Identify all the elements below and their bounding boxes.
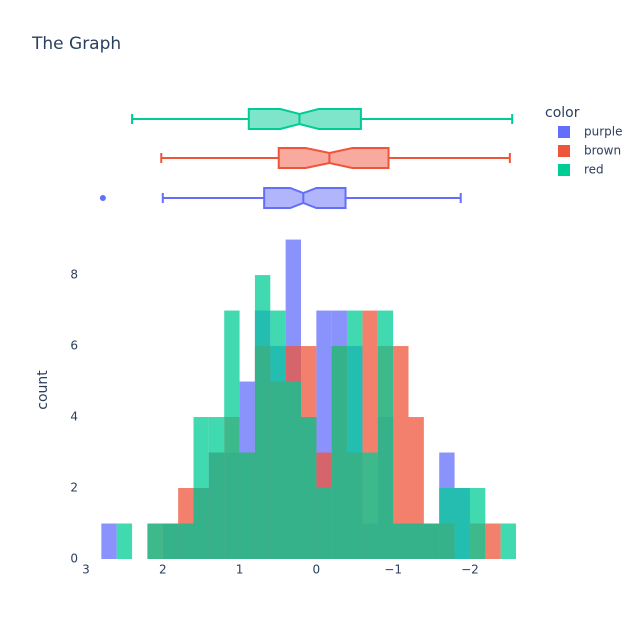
histogram-bar	[285, 381, 301, 559]
histogram-bar	[316, 488, 332, 559]
box	[277, 147, 390, 169]
y-tick-label: 6	[70, 339, 78, 353]
legend-label: red	[584, 163, 604, 177]
histogram-bar	[254, 275, 271, 559]
legend-label: brown	[584, 144, 621, 158]
histogram-bar	[362, 452, 378, 559]
histogram-bar	[193, 417, 209, 559]
histogram-bar	[301, 417, 317, 559]
histogram-bar	[331, 346, 348, 559]
y-tick-label: 0	[70, 552, 78, 566]
x-tick-label: 3	[82, 563, 90, 577]
y-axis-label: count	[35, 370, 51, 410]
x-tick-label: −2	[461, 563, 479, 577]
box-outlier	[99, 195, 106, 201]
histogram-bar	[270, 310, 286, 559]
histogram-bar	[439, 488, 455, 559]
histogram-bar	[393, 346, 409, 559]
legend-label: purple	[584, 125, 623, 139]
histogram-bar	[239, 452, 255, 559]
x-tick-label: 0	[313, 563, 321, 577]
legend-title: color	[545, 105, 580, 121]
y-tick-label: 2	[70, 481, 78, 495]
legend-swatch	[558, 145, 570, 157]
histogram-bar	[469, 488, 486, 559]
legend-swatch	[558, 126, 570, 138]
histogram-bar	[393, 523, 409, 559]
y-tick-label: 4	[70, 410, 78, 424]
histogram-bar	[116, 523, 133, 559]
histogram-bar	[162, 523, 179, 559]
x-tick-label: 1	[236, 563, 244, 577]
histogram-bar	[224, 310, 240, 559]
histogram-bar	[500, 523, 516, 559]
y-tick-label: 8	[70, 268, 78, 282]
histogram-bar	[347, 310, 363, 559]
histogram-bar	[377, 310, 394, 559]
box	[263, 187, 347, 209]
histogram-bar	[208, 417, 225, 559]
histogram-bar	[485, 523, 501, 559]
legend-swatch	[558, 164, 570, 176]
histogram-bar	[178, 523, 194, 559]
histogram-bar	[408, 523, 424, 559]
histogram-bar	[423, 523, 440, 559]
histogram-bar	[101, 523, 117, 559]
chart-title: The Graph	[31, 34, 121, 54]
histogram-bar	[454, 488, 470, 559]
box	[247, 108, 362, 130]
histogram-bar	[147, 523, 163, 559]
x-tick-label: 2	[159, 563, 167, 577]
x-tick-label: −1	[384, 563, 402, 577]
